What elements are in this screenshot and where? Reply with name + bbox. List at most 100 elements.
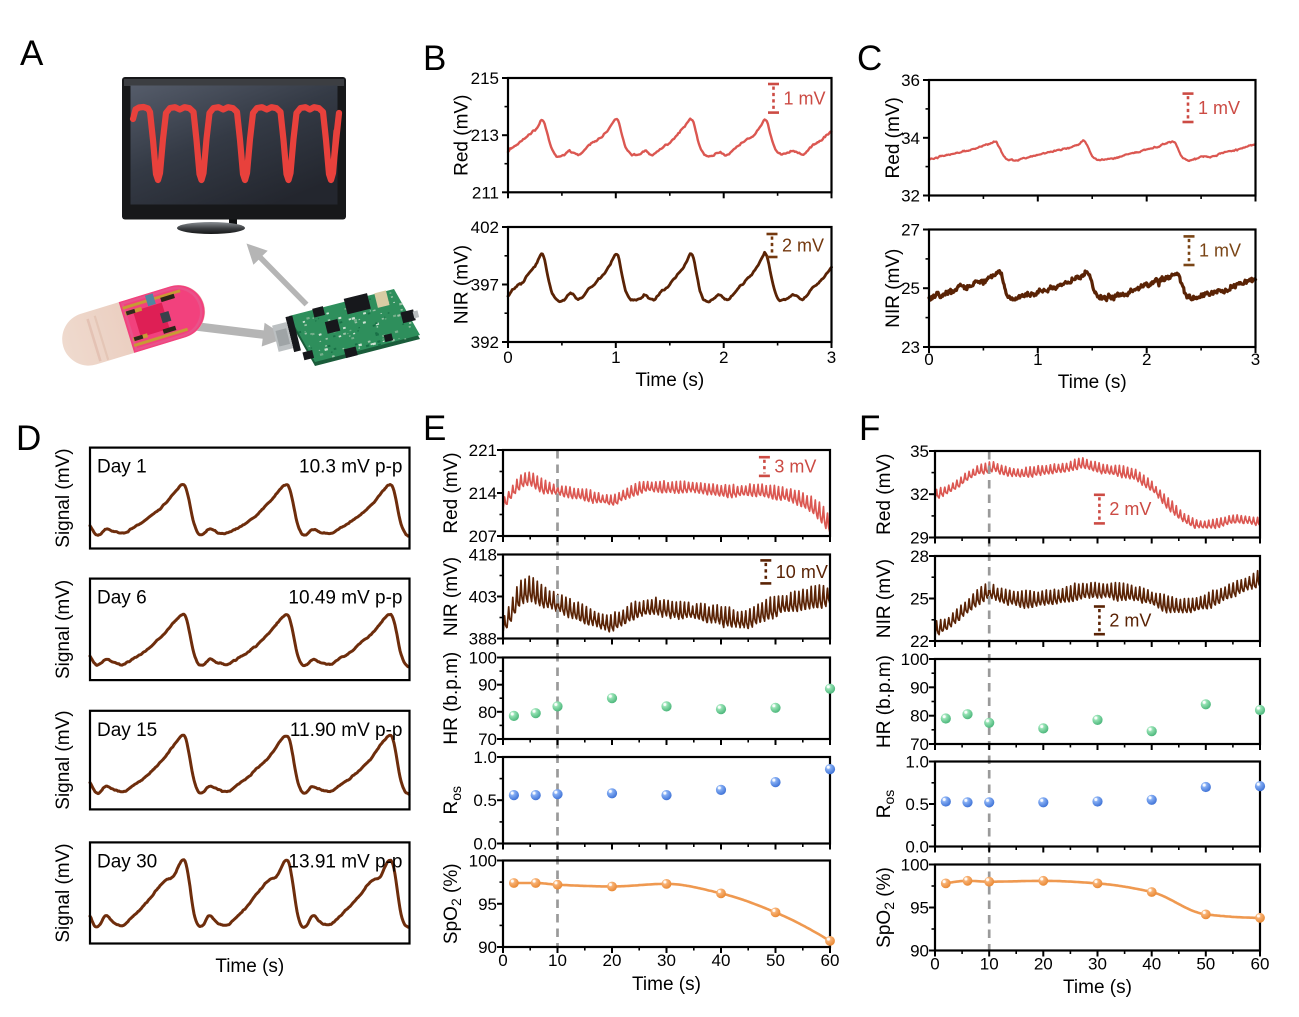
svg-text:32: 32	[910, 485, 929, 504]
svg-text:Signal (mV): Signal (mV)	[53, 580, 74, 679]
svg-text:25: 25	[910, 590, 929, 609]
svg-text:Signal (mV): Signal (mV)	[53, 843, 74, 942]
svg-text:NIR (mV): NIR (mV)	[883, 249, 904, 328]
svg-text:388: 388	[469, 630, 497, 649]
svg-text:1: 1	[1033, 350, 1042, 369]
svg-text:392: 392	[471, 333, 499, 352]
svg-text:Signal (mV): Signal (mV)	[53, 448, 74, 547]
svg-text:A: A	[20, 34, 44, 73]
svg-text:403: 403	[469, 588, 497, 607]
svg-text:213: 213	[471, 126, 499, 145]
svg-text:207: 207	[469, 527, 497, 546]
svg-text:29: 29	[910, 529, 929, 548]
svg-text:90: 90	[478, 938, 497, 957]
svg-text:13.91 mV p-p: 13.91 mV p-p	[288, 851, 402, 872]
svg-text:1 mV: 1 mV	[1198, 98, 1240, 118]
svg-text:E: E	[423, 409, 446, 448]
svg-text:20: 20	[1034, 955, 1053, 974]
svg-text:Time (s): Time (s)	[632, 974, 701, 995]
svg-text:28: 28	[910, 547, 929, 566]
svg-text:11.90 mV p-p: 11.90 mV p-p	[290, 720, 403, 741]
svg-text:418: 418	[469, 546, 497, 565]
svg-text:1.0: 1.0	[905, 753, 929, 772]
svg-text:95: 95	[478, 895, 497, 914]
svg-text:397: 397	[471, 276, 499, 295]
svg-text:221: 221	[469, 441, 497, 460]
svg-text:10: 10	[980, 955, 999, 974]
svg-text:10: 10	[548, 951, 567, 970]
svg-text:27: 27	[901, 221, 920, 240]
svg-text:Time (s): Time (s)	[215, 956, 284, 977]
svg-text:50: 50	[1196, 955, 1215, 974]
svg-text:211: 211	[472, 183, 499, 202]
svg-text:80: 80	[478, 703, 497, 722]
svg-text:0: 0	[930, 955, 939, 974]
svg-text:90: 90	[478, 676, 497, 695]
svg-text:SpO2 (%): SpO2 (%)	[874, 867, 897, 948]
svg-text:1 mV: 1 mV	[1199, 241, 1241, 261]
svg-text:F: F	[859, 409, 880, 448]
svg-text:90: 90	[910, 942, 929, 961]
svg-text:B: B	[423, 39, 446, 78]
svg-text:0: 0	[503, 348, 512, 367]
svg-text:2: 2	[1142, 350, 1151, 369]
svg-text:10.49 mV p-p: 10.49 mV p-p	[288, 588, 402, 609]
svg-text:Red (mV): Red (mV)	[883, 97, 904, 178]
svg-text:Time (s): Time (s)	[1058, 372, 1127, 393]
svg-text:0.5: 0.5	[473, 791, 497, 810]
svg-text:50: 50	[766, 951, 785, 970]
svg-text:Time (s): Time (s)	[1063, 977, 1132, 998]
svg-text:2 mV: 2 mV	[1109, 610, 1151, 630]
svg-text:30: 30	[1088, 955, 1107, 974]
svg-text:40: 40	[1142, 955, 1161, 974]
svg-text:35: 35	[910, 442, 929, 461]
svg-text:90: 90	[910, 678, 929, 697]
svg-text:NIR (mV): NIR (mV)	[874, 559, 895, 638]
svg-text:60: 60	[1251, 955, 1270, 974]
svg-text:NIR (mV): NIR (mV)	[441, 557, 462, 636]
svg-text:20: 20	[603, 951, 622, 970]
svg-text:3: 3	[1251, 350, 1260, 369]
svg-text:3: 3	[827, 348, 836, 367]
svg-text:215: 215	[471, 69, 499, 88]
svg-text:60: 60	[821, 951, 840, 970]
svg-text:SpO2 (%): SpO2 (%)	[441, 863, 464, 944]
svg-text:NIR (mV): NIR (mV)	[452, 245, 473, 324]
svg-text:1 mV: 1 mV	[784, 88, 826, 108]
svg-text:2 mV: 2 mV	[1109, 499, 1151, 519]
svg-text:Day 30: Day 30	[97, 851, 157, 872]
svg-text:95: 95	[910, 899, 929, 918]
svg-text:25: 25	[901, 279, 920, 298]
svg-text:1.0: 1.0	[473, 748, 497, 767]
svg-text:Signal (mV): Signal (mV)	[53, 710, 74, 809]
svg-text:Time (s): Time (s)	[635, 370, 704, 391]
svg-text:70: 70	[478, 730, 497, 749]
svg-text:402: 402	[471, 218, 499, 237]
svg-text:100: 100	[901, 650, 929, 669]
svg-text:100: 100	[469, 852, 497, 871]
svg-text:Red (mV): Red (mV)	[441, 452, 462, 533]
svg-text:10.3 mV p-p: 10.3 mV p-p	[299, 457, 403, 478]
svg-text:Red (mV): Red (mV)	[874, 454, 895, 535]
svg-text:30: 30	[657, 951, 676, 970]
svg-text:C: C	[857, 39, 882, 78]
svg-text:100: 100	[469, 649, 497, 668]
svg-text:100: 100	[901, 856, 929, 875]
svg-text:D: D	[16, 419, 41, 458]
svg-text:80: 80	[910, 707, 929, 726]
svg-text:0.5: 0.5	[905, 795, 929, 814]
svg-text:2 mV: 2 mV	[782, 236, 824, 256]
svg-text:Day 1: Day 1	[97, 457, 147, 478]
svg-text:1: 1	[611, 348, 620, 367]
svg-text:10 mV: 10 mV	[776, 562, 828, 582]
svg-text:Red (mV): Red (mV)	[452, 95, 473, 176]
svg-text:HR (b.p.m): HR (b.p.m)	[874, 655, 895, 748]
svg-text:3 mV: 3 mV	[774, 457, 816, 477]
svg-text:34: 34	[901, 129, 920, 148]
svg-text:0.0: 0.0	[473, 835, 497, 854]
svg-text:40: 40	[712, 951, 731, 970]
svg-text:Day 15: Day 15	[97, 720, 157, 741]
svg-text:0: 0	[498, 951, 507, 970]
svg-text:0.0: 0.0	[905, 838, 929, 857]
svg-text:Day 6: Day 6	[97, 588, 147, 609]
